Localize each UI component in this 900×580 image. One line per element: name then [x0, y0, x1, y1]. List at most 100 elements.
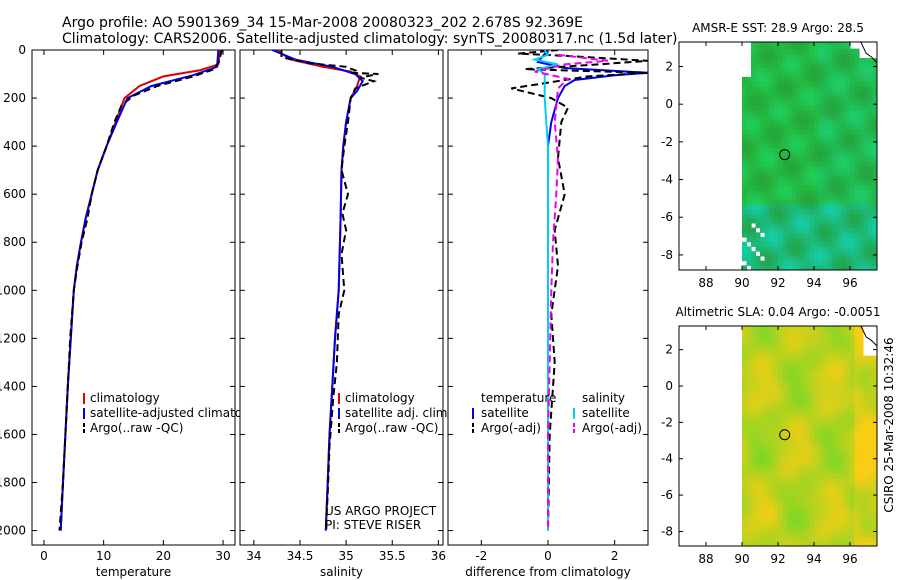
sst_map-cell — [854, 241, 860, 247]
sla_map-cell — [746, 464, 752, 470]
sst_map-cell — [854, 152, 860, 158]
sst_map-cell — [845, 222, 851, 229]
sla_map-cell — [814, 382, 820, 388]
sst_map-cell — [800, 109, 806, 116]
sst_map-cell — [755, 133, 761, 139]
sst_map-cell — [755, 185, 761, 191]
sla_map-cell — [796, 432, 802, 438]
sla_map-cell — [868, 518, 874, 524]
sla_map-cell — [809, 468, 815, 474]
sla_map-cell — [778, 514, 784, 520]
sla_map-cell — [764, 409, 770, 415]
sla_map-cell — [854, 359, 860, 365]
sla_map-cell — [751, 464, 757, 470]
sla_map-cell — [836, 473, 842, 479]
sla_map-cell — [845, 346, 851, 352]
sla_map-cell — [832, 382, 838, 388]
sst_map-cell — [863, 218, 869, 224]
sst_map-cell — [823, 251, 829, 257]
sst_map-cell — [773, 147, 779, 153]
sla_map-cell — [746, 459, 752, 465]
sst_map-cell — [773, 105, 779, 111]
sst_map-cell — [859, 119, 865, 125]
sst_map-cell — [809, 189, 815, 196]
sst_map-cell — [814, 180, 820, 186]
sst_map-cell — [760, 260, 766, 266]
sst_map-cell — [787, 227, 793, 233]
sla_map-cell — [854, 500, 860, 506]
sst_map-cell — [800, 142, 806, 149]
sla_map-cell — [796, 482, 802, 488]
sla_map-cell — [791, 327, 797, 333]
sst_map-cell — [836, 128, 842, 134]
sla_map-cell — [868, 536, 874, 542]
sst_map-cell — [760, 161, 766, 167]
sst_map-cell — [836, 114, 842, 120]
sst_map-cell — [778, 152, 784, 158]
sla_map-cell — [827, 496, 833, 502]
sla_map-cell — [818, 364, 824, 370]
sst_map-cell — [796, 213, 802, 219]
sst_map-cell — [850, 124, 856, 130]
sst_map-cell — [872, 208, 877, 215]
sst_map-cell — [778, 194, 784, 200]
sst_map-cell — [787, 171, 793, 177]
sst_map-cell — [832, 166, 838, 172]
sla_map-cell — [760, 332, 766, 338]
sla_map-cell — [755, 373, 761, 379]
sla_map-cell — [850, 326, 856, 329]
sla_map-cell — [791, 473, 797, 479]
sla_map-cell — [832, 527, 838, 533]
sla_map-cell — [836, 468, 842, 474]
sla_map-cell — [751, 459, 757, 465]
sst_map-cell — [764, 81, 770, 87]
sst_map-cell — [832, 175, 838, 182]
sla_map-cell — [782, 327, 788, 333]
sst_map-cell — [787, 147, 793, 153]
sst_map-cell — [818, 100, 824, 106]
sst_map-cell — [778, 147, 784, 153]
sla_map-cell — [854, 518, 860, 524]
sst_map-cell — [791, 142, 797, 149]
sla_map-cell — [764, 482, 770, 488]
sla_map-cell — [814, 468, 820, 474]
sst_map-cell — [814, 241, 820, 247]
sla_map-cell — [773, 523, 779, 529]
sst_map-cell — [755, 156, 761, 163]
sst_map-cell — [791, 81, 797, 87]
sst_map-cell — [755, 109, 761, 116]
sst_map-cell — [845, 147, 851, 153]
sst_map-cell — [751, 91, 757, 97]
sst_map-cell — [832, 265, 838, 270]
sst_map-cell — [751, 265, 757, 270]
sla_map-cell — [868, 446, 874, 452]
sla_map-cell — [854, 450, 860, 456]
sst_map-cell — [778, 161, 784, 167]
sst_map-cell — [805, 175, 811, 182]
sst_map-cell — [845, 124, 851, 130]
sst_map-cell — [850, 194, 856, 200]
sst_map-cell — [809, 185, 815, 191]
sla_map-cell — [769, 364, 775, 370]
sla_map-cell — [818, 486, 824, 492]
sst_map-cell — [818, 189, 824, 196]
sla_map-cell — [814, 436, 820, 442]
sst_map-cell — [859, 208, 865, 215]
sla_map-cell — [832, 514, 838, 520]
sst_map-cell — [787, 204, 793, 210]
diff-legend-label: Argo(-adj) — [582, 421, 642, 435]
sla_map-cell — [859, 527, 865, 533]
sst_map-cell — [845, 208, 851, 215]
sla_map-cell — [854, 509, 860, 515]
sla_map-cell — [800, 523, 806, 529]
sst_map-cell — [859, 241, 865, 247]
sst_map-cell — [742, 171, 748, 177]
sla_map-cell — [800, 409, 806, 415]
diff-legend-label: satellite — [481, 406, 529, 420]
sla_map-cell — [778, 464, 784, 470]
sla_map-cell — [796, 341, 802, 347]
sla_map-cell — [755, 391, 761, 397]
sla_map-cell — [773, 491, 779, 497]
sla_map-cell — [859, 350, 865, 356]
sst_map-cell — [778, 213, 784, 219]
